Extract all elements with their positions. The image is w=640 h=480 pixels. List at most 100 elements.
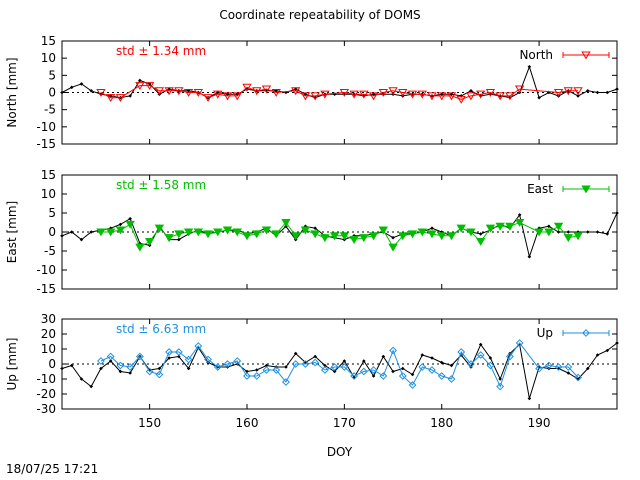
y-tick-label: 5 [48,68,56,82]
raw-point [595,90,600,95]
raw-point [410,372,415,377]
legend-label: Up [537,326,553,340]
data-point-east [154,224,165,233]
data-point-north [505,92,515,101]
raw-series-line [61,342,618,399]
data-point-east [261,226,272,235]
data-point-north [115,94,126,103]
data-point-north [106,94,116,103]
x-axis-label: DOY [327,445,353,459]
raw-point [566,230,571,234]
data-point-up [252,372,261,380]
raw-point [69,85,74,90]
data-point-north [310,92,320,101]
legend-label: North [519,48,553,62]
data-point-east [135,243,145,252]
y-tick-label: 30 [41,312,56,326]
raw-point [89,384,94,389]
data-point-north [466,92,476,101]
data-point-up [291,360,300,368]
data-point-east [476,237,486,246]
data-point-up [408,381,417,389]
data-point-east [174,230,184,239]
y-tick-label: 0 [48,357,56,371]
data-point-up [243,372,251,380]
data-point-east [291,232,301,241]
data-point-east [378,226,388,235]
data-point-north [164,87,174,96]
data-point-up [106,352,115,361]
raw-point [293,351,298,356]
raw-point [128,216,132,221]
data-point-east [417,228,427,237]
y-tick-label: 10 [41,187,56,201]
raw-point [264,363,269,368]
raw-point [118,222,123,227]
data-point-east [544,228,554,237]
y-axis-label: North [mm] [5,57,19,127]
data-point-east [203,230,213,239]
data-point-north [144,82,155,91]
data-point-east [495,222,505,231]
data-point-up [379,372,388,380]
data-point-east [281,218,291,227]
data-point-east [563,234,573,243]
data-point-up [564,363,573,371]
data-point-east [339,232,350,241]
raw-point [138,78,142,83]
y-tick-label: 15 [41,168,56,182]
raw-point [547,224,551,229]
data-point-up [184,355,193,364]
y-axis-label: East [mm] [5,201,19,263]
raw-point [478,342,483,347]
raw-point [498,377,502,381]
data-point-east [573,232,583,241]
data-point-east [125,220,135,229]
data-point-east [300,226,311,235]
data-point-east [164,234,174,243]
raw-point [342,359,347,363]
data-point-up [174,348,183,356]
raw-point [517,342,522,347]
raw-point [595,353,600,357]
data-point-up [233,357,242,365]
raw-point [585,230,590,234]
data-point-up [320,366,329,374]
raw-point [147,368,152,372]
y-tick-label: -10 [36,120,56,134]
plot-frame [61,174,618,290]
data-point-east [534,228,544,237]
legend-label: East [527,182,553,196]
chart-title: Coordinate repeatability of DOMS [219,8,421,22]
raw-point [128,371,132,375]
data-point-north [359,90,369,99]
data-point-east [320,234,330,243]
raw-point [284,365,288,369]
data-point-north [339,88,350,97]
raw-point [566,371,571,375]
data-point-north [349,90,359,99]
data-point-up [301,360,310,368]
data-point-east [106,228,116,237]
raw-point [79,237,84,242]
data-point-north [232,92,242,101]
data-point-east [456,224,466,233]
data-point-north [514,85,525,94]
data-point-north [154,87,165,96]
data-point-north [320,90,330,99]
data-point-north [407,90,418,99]
raw-point [400,366,405,371]
data-point-east [553,222,564,231]
data-point-east [310,230,320,239]
y-tick-label: 0 [48,225,56,239]
std-label: std ± 1.58 mm [116,178,206,192]
raw-point [99,366,103,371]
data-point-east [329,232,340,241]
raw-point [595,230,600,234]
raw-point [469,88,473,93]
std-label: std ± 1.34 mm [116,44,206,58]
data-point-up [476,351,485,359]
data-point-up [428,366,436,374]
data-point-east [144,237,155,246]
data-point-up [359,367,368,376]
